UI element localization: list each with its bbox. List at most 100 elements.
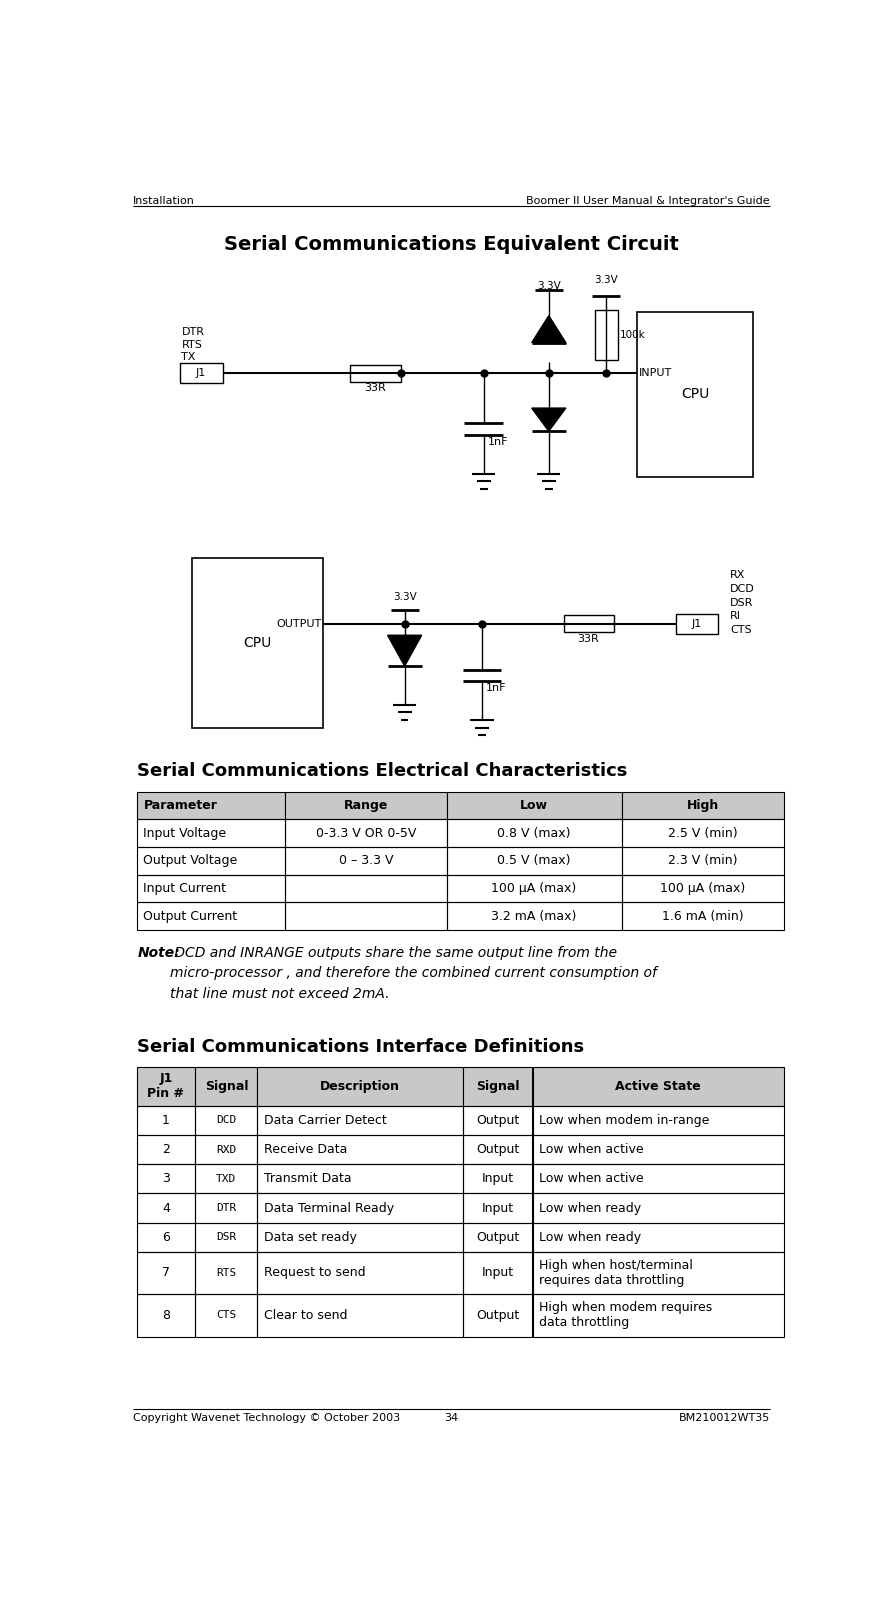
- Text: 1nF: 1nF: [486, 683, 507, 693]
- Text: 100 µA (max): 100 µA (max): [492, 882, 577, 895]
- Bar: [257, 1222, 463, 1253]
- Text: Output: Output: [476, 1113, 519, 1128]
- Text: Clear to send: Clear to send: [263, 1309, 347, 1322]
- Text: Signal: Signal: [476, 1079, 520, 1092]
- Text: Low when ready: Low when ready: [538, 1230, 640, 1243]
- Text: 3.3V: 3.3V: [393, 592, 417, 602]
- Bar: [463, 1222, 532, 1253]
- Bar: [285, 820, 448, 847]
- Bar: [180, 364, 223, 383]
- Text: Input: Input: [482, 1266, 514, 1280]
- Bar: [137, 1105, 196, 1136]
- Text: 2: 2: [162, 1144, 170, 1156]
- Text: 33R: 33R: [365, 383, 386, 393]
- Text: 34: 34: [444, 1413, 458, 1423]
- Text: Data Carrier Detect: Data Carrier Detect: [263, 1113, 387, 1128]
- Text: RTS: RTS: [181, 340, 203, 350]
- Bar: [463, 1294, 532, 1336]
- Bar: [448, 874, 622, 903]
- Bar: [257, 1253, 463, 1294]
- Text: Range: Range: [344, 799, 388, 812]
- Text: J1: J1: [692, 619, 702, 629]
- Bar: [257, 1105, 463, 1136]
- Text: DTR: DTR: [181, 327, 204, 337]
- Text: Parameter: Parameter: [144, 799, 218, 812]
- Text: 100k: 100k: [620, 330, 646, 340]
- Bar: [257, 1193, 463, 1222]
- Bar: [448, 820, 622, 847]
- Text: RTS: RTS: [216, 1267, 236, 1278]
- Bar: [351, 366, 401, 382]
- Text: Input: Input: [482, 1173, 514, 1185]
- Bar: [137, 1165, 196, 1193]
- Bar: [285, 874, 448, 903]
- Text: DSR: DSR: [216, 1232, 236, 1243]
- Polygon shape: [532, 316, 566, 343]
- Bar: [257, 1294, 463, 1336]
- Text: 4: 4: [162, 1201, 170, 1214]
- Text: RX: RX: [730, 569, 745, 579]
- Bar: [196, 1136, 257, 1165]
- Text: Serial Communications Equivalent Circuit: Serial Communications Equivalent Circuit: [224, 234, 678, 253]
- Text: 3.3V: 3.3V: [595, 274, 618, 286]
- Bar: [622, 820, 784, 847]
- Bar: [532, 1105, 784, 1136]
- Bar: [137, 1222, 196, 1253]
- Text: 3.3V: 3.3V: [537, 281, 560, 290]
- Text: Low when active: Low when active: [538, 1144, 643, 1156]
- Text: Low when ready: Low when ready: [538, 1201, 640, 1214]
- Bar: [137, 820, 285, 847]
- Bar: [285, 791, 448, 820]
- Bar: [622, 791, 784, 820]
- Text: 0-3.3 V OR 0-5V: 0-3.3 V OR 0-5V: [315, 826, 416, 839]
- Bar: [532, 1253, 784, 1294]
- Text: 0 – 3.3 V: 0 – 3.3 V: [338, 855, 393, 868]
- Bar: [532, 1222, 784, 1253]
- Bar: [463, 1165, 532, 1193]
- Bar: [196, 1193, 257, 1222]
- Bar: [448, 847, 622, 874]
- Text: TXD: TXD: [216, 1174, 236, 1184]
- Text: J1
Pin #: J1 Pin #: [147, 1073, 184, 1100]
- Bar: [622, 847, 784, 874]
- Bar: [196, 1222, 257, 1253]
- Bar: [137, 1253, 196, 1294]
- Text: CPU: CPU: [243, 635, 271, 650]
- Text: Serial Communications Interface Definitions: Serial Communications Interface Definiti…: [137, 1038, 584, 1055]
- Text: 8: 8: [162, 1309, 170, 1322]
- Text: Input Voltage: Input Voltage: [144, 826, 226, 839]
- Text: 2.5 V (min): 2.5 V (min): [668, 826, 737, 839]
- Bar: [257, 1067, 463, 1105]
- Bar: [448, 903, 622, 930]
- Text: TX: TX: [181, 351, 196, 363]
- Text: DCD: DCD: [216, 1115, 236, 1126]
- Bar: [637, 311, 753, 478]
- Bar: [463, 1136, 532, 1165]
- Bar: [137, 1067, 196, 1105]
- Text: 3: 3: [162, 1173, 170, 1185]
- Text: DSR: DSR: [730, 598, 753, 608]
- Text: Transmit Data: Transmit Data: [263, 1173, 352, 1185]
- Bar: [137, 903, 285, 930]
- Text: Data Terminal Ready: Data Terminal Ready: [263, 1201, 394, 1214]
- Bar: [532, 1294, 784, 1336]
- Text: J1: J1: [196, 369, 206, 379]
- Text: Boomer II User Manual & Integrator's Guide: Boomer II User Manual & Integrator's Gui…: [526, 196, 770, 205]
- Bar: [137, 1136, 196, 1165]
- Text: OUTPUT: OUTPUT: [277, 619, 322, 629]
- Text: High when host/terminal
requires data throttling: High when host/terminal requires data th…: [538, 1259, 692, 1286]
- Text: Data set ready: Data set ready: [263, 1230, 357, 1243]
- Bar: [257, 1136, 463, 1165]
- Text: CTS: CTS: [730, 626, 751, 635]
- Polygon shape: [388, 635, 422, 666]
- Text: CTS: CTS: [216, 1310, 236, 1320]
- Text: 100 µA (max): 100 µA (max): [661, 882, 745, 895]
- Text: Output: Output: [476, 1230, 519, 1243]
- Text: 0.8 V (max): 0.8 V (max): [497, 826, 571, 839]
- Bar: [137, 874, 285, 903]
- Bar: [622, 903, 784, 930]
- Text: High when modem requires
data throttling: High when modem requires data throttling: [538, 1301, 712, 1330]
- Bar: [463, 1253, 532, 1294]
- Text: 0.5 V (max): 0.5 V (max): [497, 855, 571, 868]
- Bar: [564, 616, 614, 632]
